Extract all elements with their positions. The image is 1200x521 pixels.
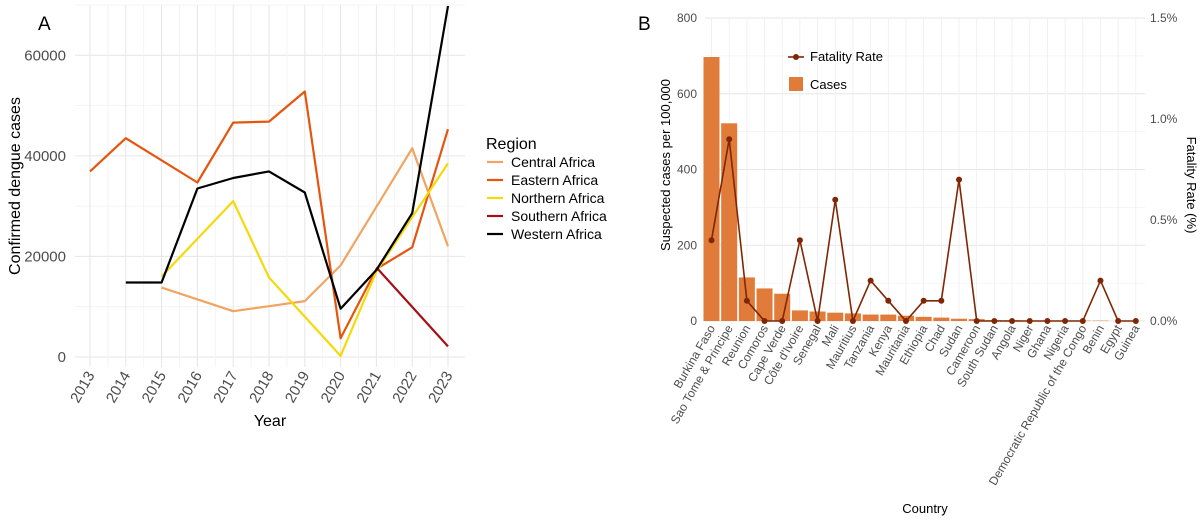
y-tick-label: 800 [677, 11, 697, 25]
x-tick-label: 2014 [103, 369, 134, 406]
chart-b: 0 200 400 600 800 0.0% 0.5% 1.0% 1.5% Burkina F… [638, 5, 1199, 516]
chart-b-y2-ticks: 0.0% 0.5% 1.0% 1.5% [1150, 11, 1178, 328]
chart-b-plot-area [705, 5, 1145, 325]
x-tick-label: 2015 [139, 369, 170, 406]
fatality-point-chad [938, 297, 945, 304]
bar-c-te-d-ivoire [791, 310, 808, 321]
fatality-point-senegal [814, 318, 821, 324]
x-tick-label: 2022 [389, 369, 420, 406]
fatality-point-ghana [1044, 318, 1051, 324]
fatality-point-guinea [1132, 318, 1139, 324]
chart-b-grid [705, 17, 1145, 322]
x-tick-label: 2016 [174, 369, 205, 406]
fatality-point-egypt [1115, 318, 1122, 324]
chart-a-lines [89, 5, 450, 357]
chart-a-x-ticks: 2013 2014 2015 2016 2017 2018 2019 2020 2021 2022… [67, 369, 456, 406]
y-tick-label: 400 [677, 163, 697, 177]
y-tick-label: 0 [690, 314, 697, 328]
legend-label-central-africa: Central Africa [511, 154, 595, 170]
legend-label-southern-africa: Southern Africa [511, 208, 607, 224]
chart-b-legend: Fatality Rate Cases [788, 49, 883, 92]
fatality-point-nigeria [1062, 318, 1069, 324]
bar-comoros [756, 288, 773, 321]
legend-label-fatality-rate: Fatality Rate [810, 49, 883, 64]
fatality-point-sudan [956, 176, 963, 183]
y2-tick-label: 1.0% [1150, 112, 1178, 126]
chart-b-y-axis-label: Suspected cases per 100,000 [658, 79, 673, 251]
fatality-point-angola [1009, 318, 1016, 324]
chart-b-x-axis-label: Country [902, 501, 948, 516]
fatality-point-mali [832, 196, 839, 203]
fatality-point-comoros [761, 318, 768, 324]
y-tick-label: 0 [58, 349, 66, 366]
series-line-northern-africa [160, 162, 449, 357]
legend-marker-fatality-rate [793, 54, 799, 60]
chart-b-y-ticks: 0 200 400 600 800 [677, 11, 697, 328]
bar-tanzania [862, 314, 879, 321]
chart-b-fatality-line [708, 136, 1139, 324]
series-line-western-africa [125, 5, 450, 310]
bar-mali [827, 312, 844, 321]
fatality-point-kenya [885, 297, 892, 304]
panel-a-label: A [38, 14, 51, 35]
y-tick-label: 200 [677, 238, 697, 252]
fatality-point-cape-verde [779, 318, 786, 324]
y-tick-label: 20000 [24, 248, 66, 265]
legend-title: Region [486, 136, 537, 153]
y-tick-label: 600 [677, 87, 697, 101]
y-tick-label: 40000 [24, 148, 66, 165]
bar-kenya [880, 314, 897, 321]
x-tick-label: 2019 [282, 369, 313, 406]
fatality-point-ethiopia [920, 297, 927, 304]
legend-swatch-cases [789, 77, 803, 91]
fatality-point-south-sudan [991, 318, 998, 324]
bar-chad [933, 317, 950, 321]
x-tick-label: 2021 [353, 369, 384, 406]
y2-tick-label: 0.0% [1150, 314, 1178, 328]
chart-a-legend: Region Central Africa Eastern Africa North… [486, 136, 607, 242]
fatality-point-benin [1097, 277, 1104, 284]
x-tick-label: 2017 [210, 369, 241, 406]
x-tick-label: 2018 [246, 369, 277, 406]
chart-a-plot-area [75, 5, 465, 367]
bar-sudan [951, 318, 968, 321]
panel-b-label: B [638, 14, 651, 35]
fatality-point-mauritius [849, 318, 856, 324]
x-tick-label: 2023 [425, 369, 456, 406]
x-tick-label: 2013 [67, 369, 98, 406]
chart-b-y2-axis-label: Fatality Rate (%) [1184, 137, 1199, 234]
chart-a-y-ticks: 0 20000 40000 60000 [24, 47, 66, 366]
fatality-point-niger [1026, 318, 1033, 324]
series-line-central-africa [161, 147, 450, 313]
fatality-point-burkina-faso [708, 237, 715, 244]
x-tick-label: 2020 [318, 369, 349, 406]
y-tick-label: 60000 [24, 47, 66, 64]
chart-a-x-axis-label: Year [254, 413, 287, 430]
fatality-point-c-te-d-ivoire [796, 237, 803, 244]
series-line-eastern-africa [89, 90, 450, 340]
y2-tick-label: 1.5% [1150, 11, 1178, 25]
series-line-southern-africa [375, 266, 449, 348]
fatality-point-reunion [743, 297, 750, 304]
legend-label-eastern-africa: Eastern Africa [511, 172, 598, 188]
chart-a-y-axis-label: Confirmed dengue cases [7, 97, 24, 275]
fatality-point-sao-tome-principe [726, 136, 733, 143]
bar-burkina-faso [703, 57, 720, 321]
fatality-point-democratic-republic-of-the-congo [1079, 318, 1086, 324]
bar-ethiopia [915, 316, 932, 321]
y2-tick-label: 0.5% [1150, 213, 1178, 227]
legend-label-northern-africa: Northern Africa [511, 190, 605, 206]
fatality-point-tanzania [867, 277, 874, 284]
legend-label-western-africa: Western Africa [511, 226, 602, 242]
fatality-point-cameroon [973, 318, 980, 324]
fatality-point-mauritania [902, 318, 909, 324]
bar-sao-tome-principe [721, 123, 738, 321]
legend-label-cases: Cases [810, 77, 847, 92]
